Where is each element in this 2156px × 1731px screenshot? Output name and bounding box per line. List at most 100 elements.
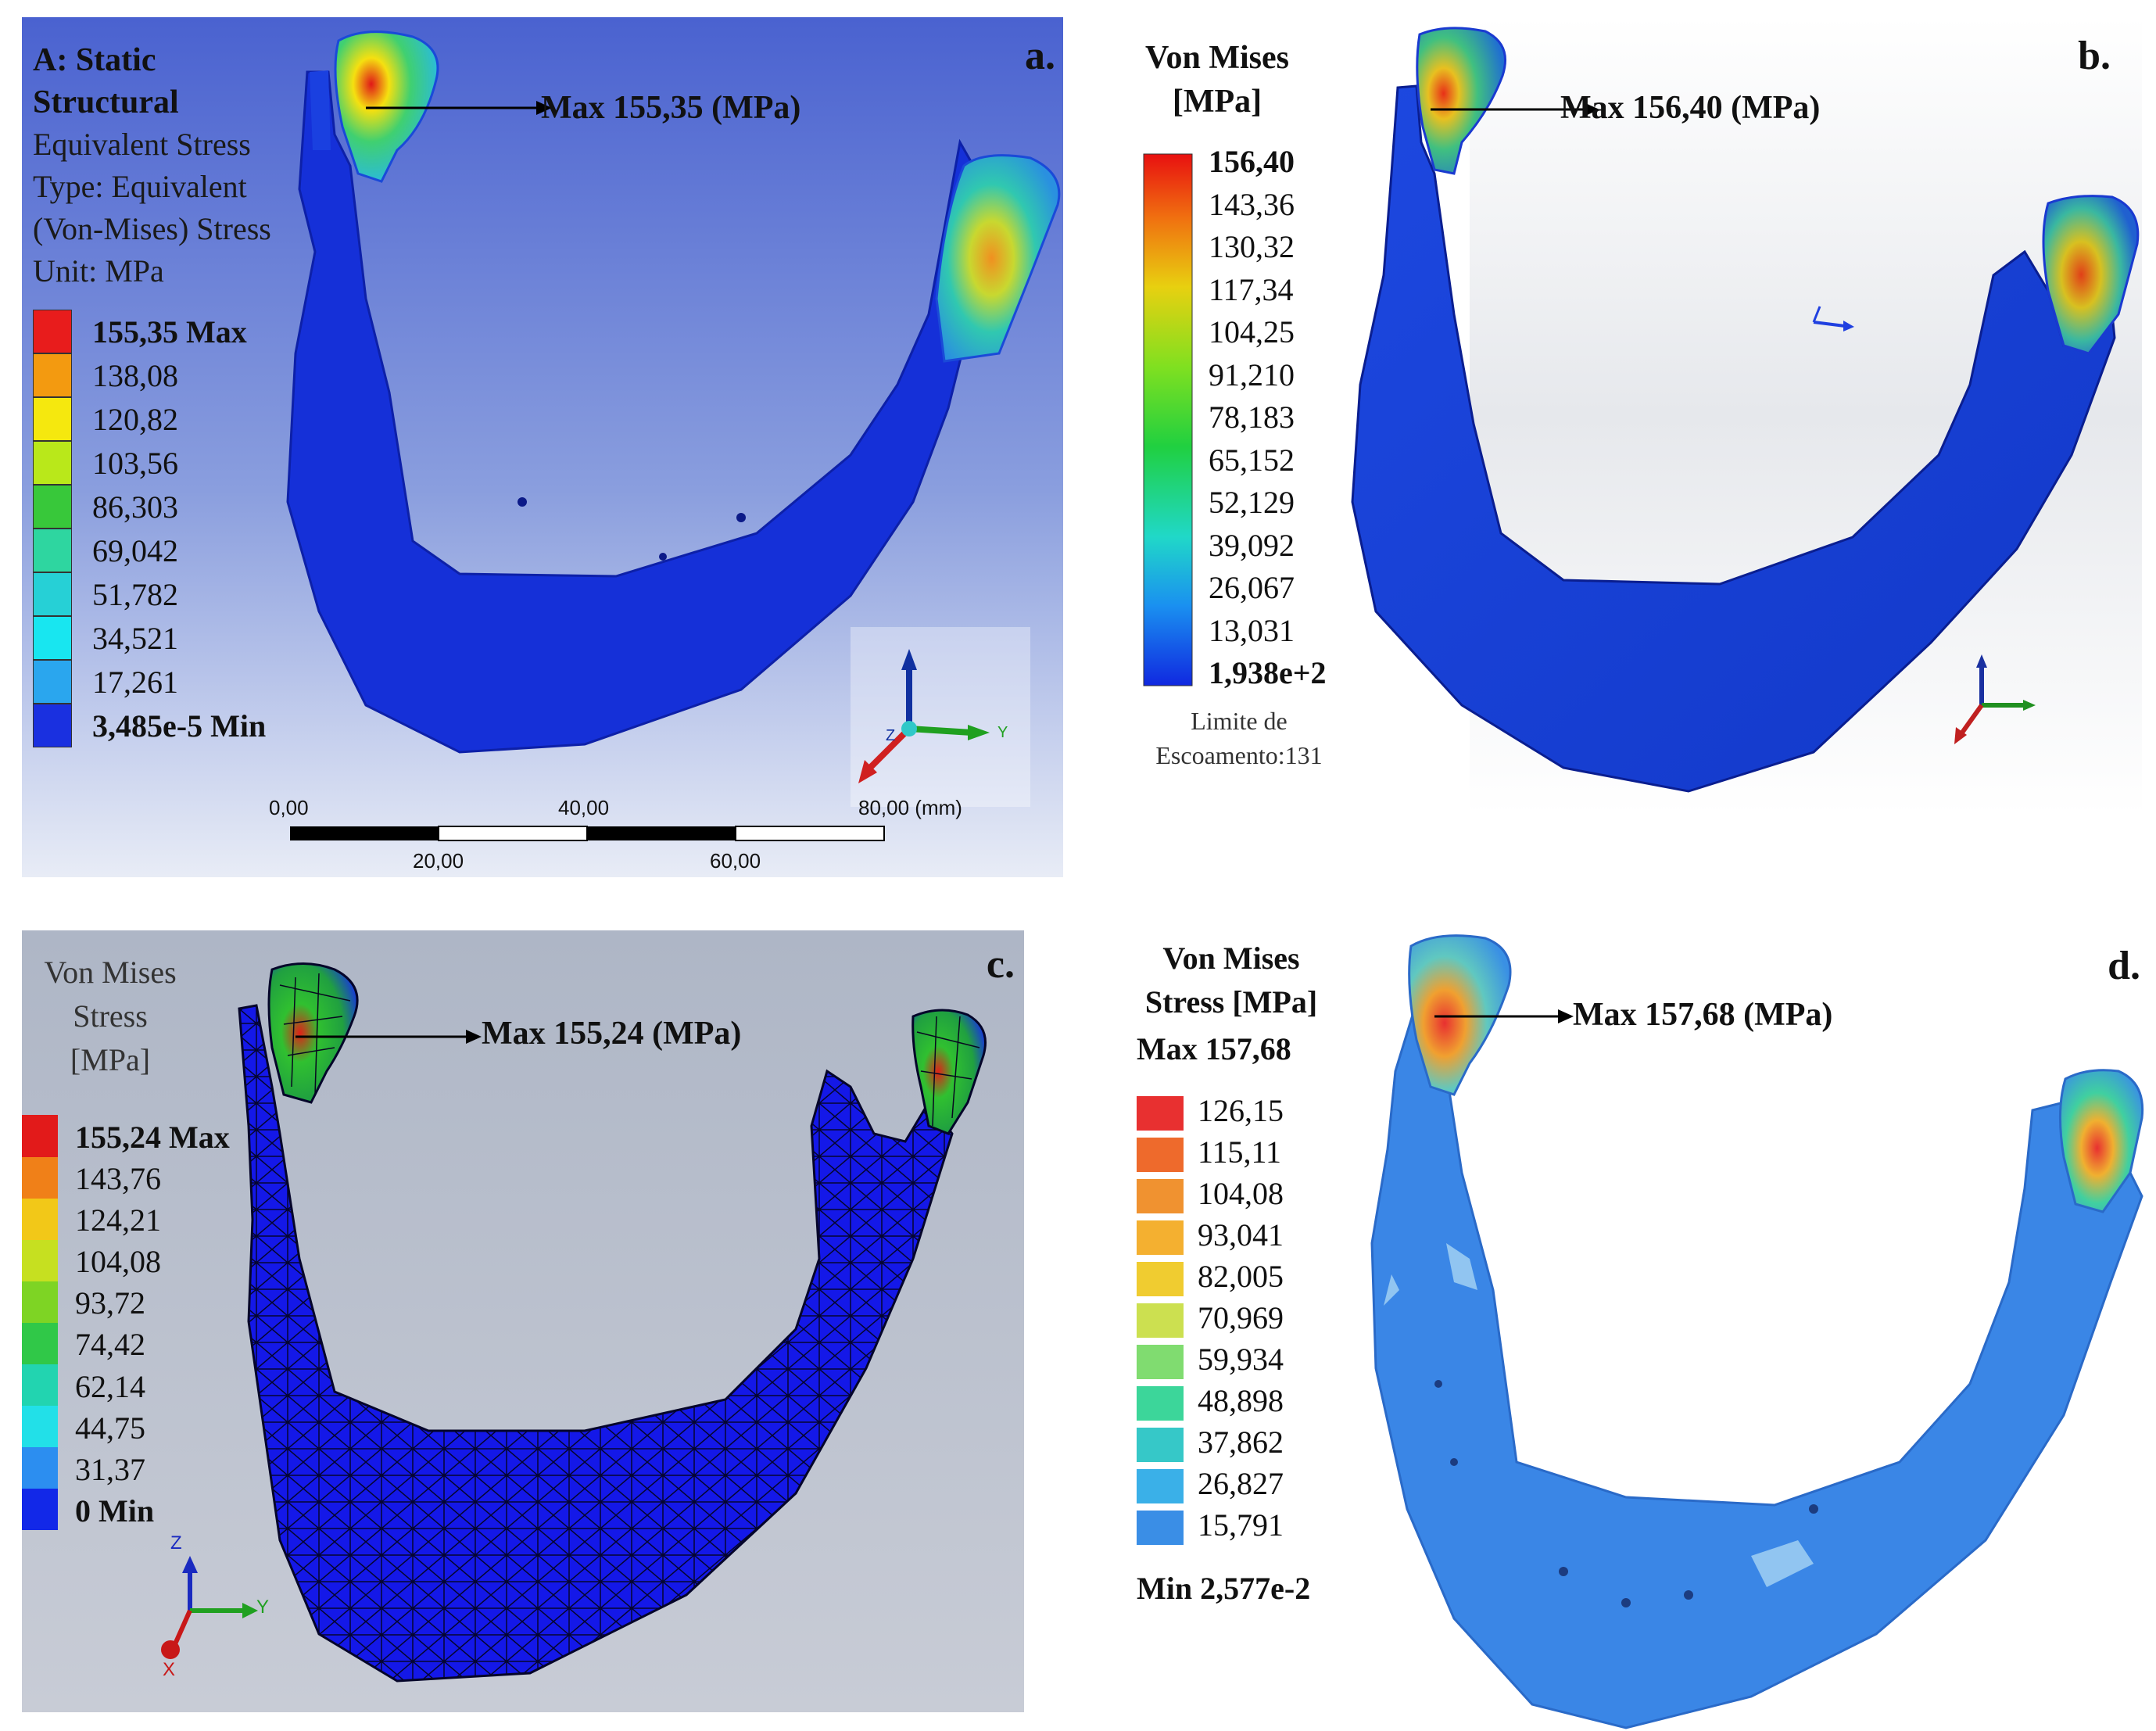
panel-b-legend: 156,40 143,36 130,32 117,34 104,25 91,21…: [1209, 141, 1327, 695]
panel-c-max-annotation: Max 155,24 (MPa): [482, 1016, 742, 1052]
legend-label: 17,261: [92, 664, 178, 700]
panel-a-scene: [22, 17, 1063, 877]
legend-label: 93,72: [75, 1285, 145, 1321]
footnote-line: Limite de: [1191, 707, 1288, 735]
header-line: Structural: [33, 84, 179, 120]
legend-title-line: Von Mises: [1145, 40, 1289, 76]
condyle-right-d: [2058, 1069, 2144, 1213]
legend-label: 34,521: [92, 620, 178, 656]
legend-label: 130,32: [1209, 229, 1295, 264]
legend-label: 117,34: [1209, 271, 1294, 307]
legend-swatch: [33, 485, 72, 529]
legend-label: 70,969: [1198, 1300, 1284, 1335]
legend-label: 65,152: [1209, 442, 1295, 478]
legend-label: 82,005: [1198, 1259, 1284, 1294]
legend-label: 3,485e-5 Min: [92, 708, 267, 744]
legend-label: 74,42: [75, 1327, 145, 1363]
arrow-icon: [295, 1030, 482, 1044]
panel-a-max-annotation: Max 155,35 (MPa): [541, 90, 801, 126]
legend-label: 143,36: [1209, 186, 1295, 222]
legend-row: 120,82: [33, 397, 266, 441]
panel-c-letter: c.: [986, 942, 1015, 987]
header-line: A: Static: [33, 42, 156, 78]
legend-row: 17,261: [33, 660, 266, 704]
legend-swatch: [33, 616, 72, 660]
mandible-c: [238, 1004, 954, 1683]
legend-swatch: [33, 441, 72, 485]
legend-row: 3,485e-5 Min: [33, 704, 266, 747]
legend-row: 138,08: [33, 353, 266, 397]
legend-title-line: Stress [MPa]: [1144, 984, 1318, 1020]
axis-y-label: Y: [256, 1597, 270, 1618]
legend-label: 44,75: [75, 1410, 145, 1446]
legend-label: 62,14: [75, 1368, 145, 1404]
legend-swatch: [33, 660, 72, 704]
legend-label: 0 Min: [75, 1493, 155, 1529]
condyle-right-b: [2042, 195, 2140, 355]
axis-y-label: Y: [997, 724, 1008, 741]
legend-label: 155,35 Max: [92, 314, 247, 349]
panel-c-scene: [22, 930, 1024, 1712]
condyle-left-c: [267, 962, 359, 1104]
axis-z-label: Z: [886, 727, 896, 744]
info-line: Type: Equivalent: [33, 169, 247, 204]
legend-label: 26,827: [1198, 1466, 1284, 1501]
legend-row: 51,782: [33, 572, 266, 616]
legend-row: 34,521: [33, 616, 266, 660]
footnote-line: Escoamento:131: [1155, 741, 1323, 769]
axis-z-label: Z: [170, 1532, 182, 1554]
panel-c-legend-title: Von Mises Stress [MPa]: [28, 951, 192, 1082]
condyle-left-b: [1416, 27, 1506, 175]
panel-a-header: A: Static Structural: [33, 39, 179, 124]
legend-label: 155,24 Max: [75, 1120, 230, 1155]
info-line: (Von-Mises) Stress: [33, 211, 271, 246]
legend-label: 126,15: [1198, 1093, 1284, 1128]
legend-title-line: Von Mises: [44, 955, 177, 990]
legend-label: 124,21: [75, 1202, 161, 1238]
legend-label: 59,934: [1198, 1342, 1284, 1377]
legend-label: 115,11: [1198, 1134, 1282, 1170]
arrow-icon: [366, 101, 552, 115]
axis-x-label: X: [163, 1659, 176, 1680]
legend-label: 52,129: [1209, 485, 1295, 520]
panel-b-legend-title: Von Mises [MPa]: [1143, 36, 1291, 124]
legend-swatch: [33, 310, 72, 353]
legend-swatch: [33, 353, 72, 397]
scale-tick: 60,00: [710, 849, 761, 873]
legend-label: 39,092: [1209, 527, 1295, 563]
legend-label: 78,183: [1209, 400, 1295, 435]
panel-b-footnote: Limite de Escoamento:131: [1141, 704, 1337, 772]
legend-title-line: [MPa]: [70, 1042, 151, 1077]
legend-label: 91,210: [1209, 357, 1295, 392]
legend-row: 86,303: [33, 485, 266, 529]
panel-b-max-annotation: Max 156,40 (MPa): [1560, 90, 1821, 126]
legend-label: 86,303: [92, 489, 178, 525]
arrow-icon: [1431, 102, 1599, 116]
legend-row: 69,042: [33, 529, 266, 572]
legend-swatch: [33, 397, 72, 441]
scale-tick: 80,00 (mm): [858, 796, 962, 819]
legend-label: 37,862: [1198, 1425, 1284, 1460]
info-line: Equivalent Stress: [33, 127, 251, 162]
legend-label: 93,041: [1198, 1217, 1284, 1253]
info-line: Unit: MPa: [33, 253, 164, 288]
condyle-right-c: [911, 1009, 987, 1135]
scale-tick: 40,00: [558, 796, 610, 819]
legend-label: 51,782: [92, 576, 178, 612]
scale-tick: 0,00: [269, 796, 309, 819]
legend-label: 138,08: [92, 357, 178, 393]
condyle-left-d: [1408, 934, 1512, 1096]
legend-label: 15,791: [1198, 1507, 1284, 1543]
panel-a: A: Static Structural Equivalent Stress T…: [22, 17, 1063, 877]
legend-title-line: Von Mises: [1162, 941, 1300, 976]
legend-label: 48,898: [1198, 1383, 1284, 1418]
panel-b-scene: [1126, 17, 2142, 815]
panel-d-letter: d.: [2108, 944, 2140, 988]
legend-title-line: Stress: [73, 998, 148, 1034]
legend-label: 120,82: [92, 401, 178, 437]
panel-c-legend: 155,24 Max 143,76 124,21 104,08 93,72 74…: [75, 1116, 230, 1532]
legend-label: 31,37: [75, 1451, 145, 1487]
legend-swatch: [33, 572, 72, 616]
legend-swatch: [33, 704, 72, 747]
legend-label: 1,938e+2: [1209, 655, 1327, 690]
